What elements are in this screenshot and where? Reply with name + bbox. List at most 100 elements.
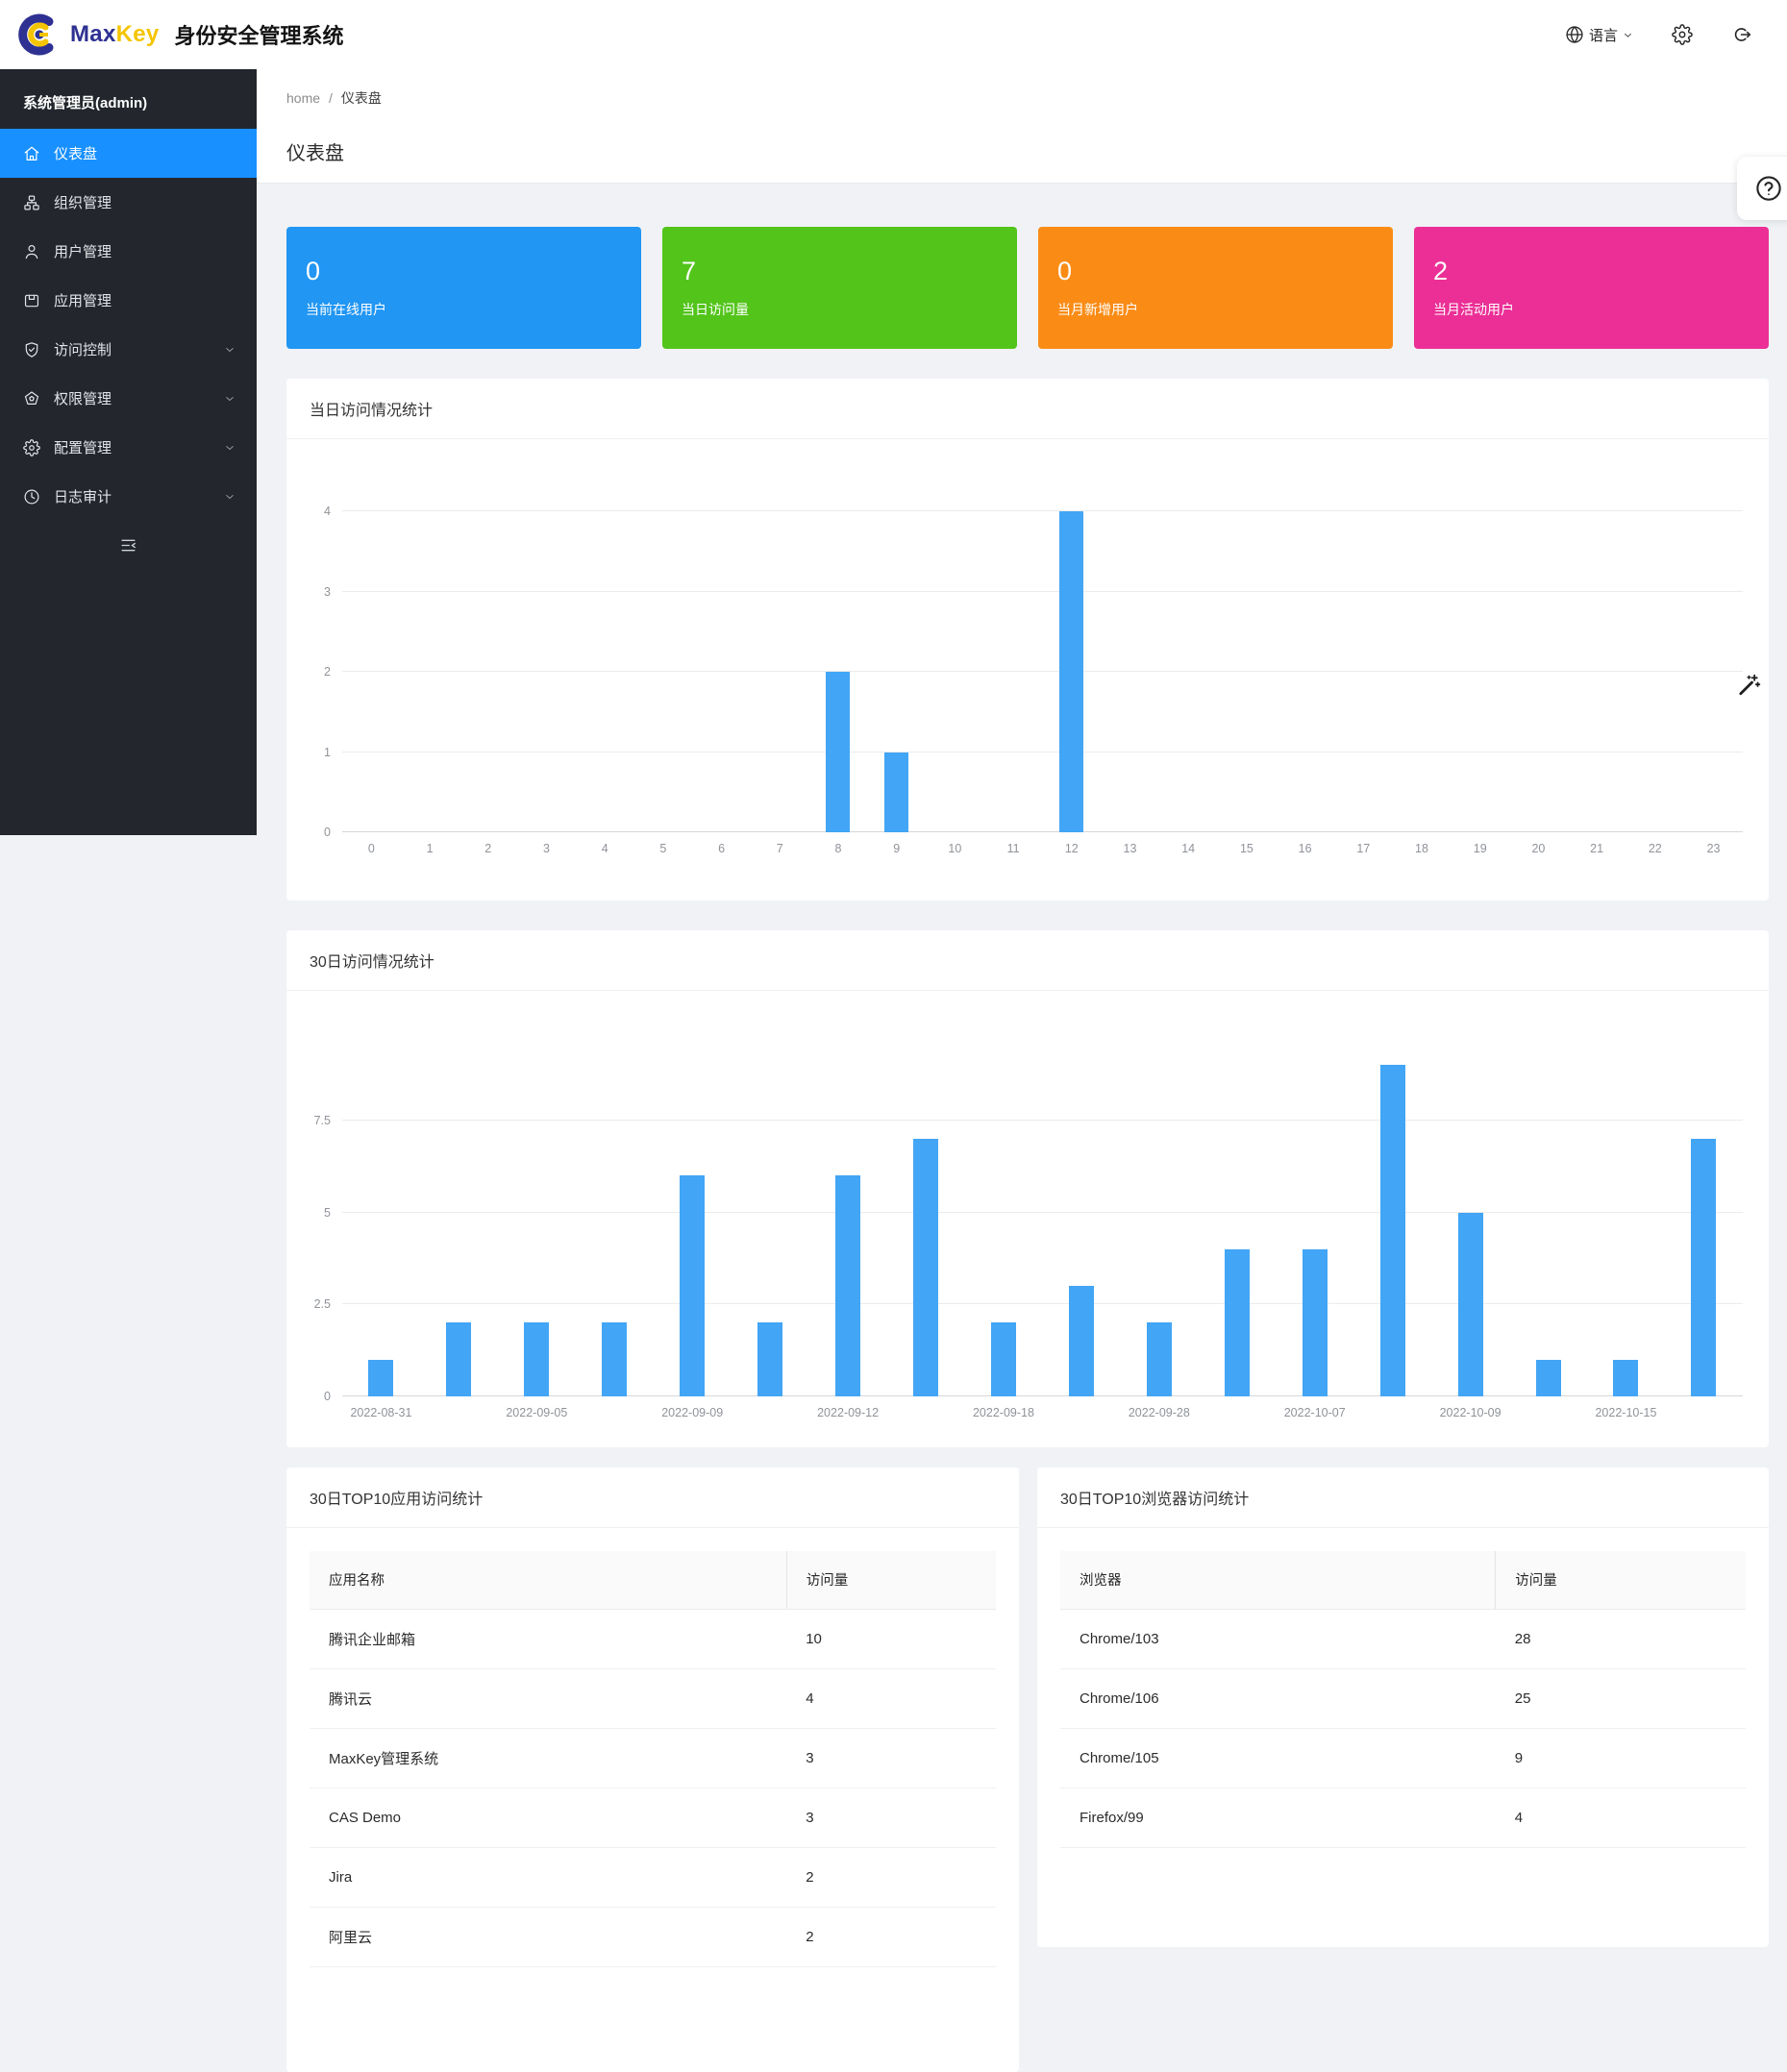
sidebar-nav: 仪表盘组织管理用户管理应用管理 访问控制 权限管理配置管理日志审计 — [0, 129, 257, 521]
bars — [342, 482, 1743, 832]
bar-slot — [887, 1028, 965, 1396]
x-axis-label: 8 — [834, 842, 842, 855]
table-row: 腾讯企业邮箱 10 — [310, 1609, 996, 1669]
sidebar-item-permissions[interactable]: 权限管理 — [0, 374, 257, 423]
table-cell: Firefox/99 — [1060, 1788, 1496, 1848]
bar-slot — [692, 482, 751, 832]
stat-label: 当月新增用户 — [1057, 302, 1138, 317]
x-axis-label: 2022-09-18 — [972, 1406, 1034, 1419]
stat-label: 当日访问量 — [682, 302, 749, 317]
sidebar-collapse-button[interactable] — [0, 521, 257, 570]
breadcrumb-home[interactable]: home — [286, 90, 321, 106]
badge-icon — [23, 390, 40, 407]
bar-slot — [1042, 482, 1101, 832]
x-axis-label: 19 — [1473, 842, 1487, 855]
breadcrumb: home / 仪表盘 — [286, 88, 1757, 108]
brand-name: MaxKey — [70, 21, 160, 48]
header-actions: 语言 — [1565, 24, 1752, 45]
bar — [1059, 511, 1084, 832]
bar — [913, 1138, 939, 1396]
sidebar-item-label: 配置管理 — [54, 440, 112, 456]
bar-slot — [732, 1028, 809, 1396]
stat-card-3: 0 当月新增用户 — [1038, 227, 1393, 349]
bar — [1379, 1065, 1405, 1396]
table-row: 阿里云 2 — [310, 1907, 996, 1967]
logout-icon — [1731, 24, 1752, 45]
bar — [1068, 1286, 1094, 1396]
table-cell: 25 — [1495, 1668, 1746, 1729]
language-selector[interactable]: 语言 — [1565, 25, 1633, 45]
x-axis-label: 4 — [601, 842, 608, 855]
monthly-visits-chart-card: 30日访问情况统计 0 2.5 5 7.5 2022-08-31 2022-09-05 2… — [286, 930, 1769, 1447]
table-cell: 2 — [786, 1847, 996, 1908]
x-axis-label — [1042, 1406, 1120, 1419]
bar-slot — [459, 482, 517, 832]
bar-slot — [401, 482, 459, 832]
table-cell: Chrome/106 — [1060, 1668, 1496, 1729]
x-axis-label: 17 — [1356, 842, 1371, 855]
y-axis-label: 0 — [324, 826, 331, 839]
bar-slot — [1509, 1028, 1587, 1396]
theme-tool-button[interactable] — [1732, 669, 1765, 702]
language-label: 语言 — [1588, 27, 1618, 44]
sidebar-item-applications[interactable]: 应用管理 — [0, 276, 257, 325]
table-cell: Chrome/103 — [1060, 1609, 1496, 1669]
sidebar-item-users[interactable]: 用户管理 — [0, 227, 257, 276]
sidebar-item-label: 用户管理 — [54, 244, 112, 260]
table-row: 腾讯云 4 — [310, 1668, 996, 1729]
chart-title: 当日访问情况统计 — [286, 379, 1769, 439]
brand-suffix: 身份安全管理系统 — [174, 24, 344, 48]
x-axis-label: 10 — [948, 842, 962, 855]
table-header-row: 应用名称 访问量 — [310, 1551, 996, 1610]
sidebar-item-label: 仪表盘 — [54, 146, 98, 162]
bar — [1691, 1138, 1717, 1396]
table-cell: Chrome/105 — [1060, 1728, 1496, 1788]
x-axis-label: 0 — [367, 842, 375, 855]
breadcrumb-current: 仪表盘 — [340, 90, 382, 106]
bar-slot — [1276, 482, 1334, 832]
sidebar-item-organizations[interactable]: 组织管理 — [0, 178, 257, 227]
help-button[interactable] — [1737, 157, 1787, 220]
x-axis-label: 18 — [1415, 842, 1428, 855]
bar-slot — [634, 482, 693, 832]
chart-plot-area: 0 1 2 3 4 — [324, 482, 1743, 839]
x-axis-label — [1509, 1406, 1587, 1419]
table-cell: 10 — [786, 1609, 996, 1669]
gridline — [342, 1211, 1743, 1213]
table-row: Jira 2 — [310, 1847, 996, 1908]
table-cell: 4 — [1495, 1788, 1746, 1848]
top-browsers-table-card: 30日TOP10浏览器访问统计 浏览器 访问量 Chrome/103 28 Chrom… — [1037, 1468, 1769, 1947]
table-cell: 2 — [786, 1907, 996, 1967]
logout-button[interactable] — [1731, 24, 1752, 45]
bar-slot — [420, 1028, 498, 1396]
table-cell: 腾讯企业邮箱 — [310, 1609, 787, 1669]
sidebar-item-label: 组织管理 — [54, 195, 112, 211]
sidebar: 系统管理员(admin) 仪表盘 组织管理 用户管理 应用管理 访问控制 权限管理 配置管理… — [0, 69, 257, 835]
x-axis-label — [576, 1406, 654, 1419]
sidebar-item-access-control[interactable]: 访问控制 — [0, 325, 257, 374]
stat-value: 2 — [1433, 257, 1449, 285]
bar-slot — [1159, 482, 1218, 832]
maxkey-logo-icon — [17, 12, 62, 57]
settings-button[interactable] — [1672, 24, 1693, 45]
sidebar-item-dashboard[interactable]: 仪表盘 — [0, 129, 257, 178]
stat-value: 7 — [682, 257, 697, 285]
x-axis-label: 2022-09-28 — [1128, 1406, 1190, 1419]
sidebar-item-configuration[interactable]: 配置管理 — [0, 423, 257, 472]
clock-icon — [23, 488, 40, 506]
bar-slot — [1120, 1028, 1198, 1396]
bar — [368, 1359, 394, 1396]
table-row: MaxKey管理系统 3 — [310, 1728, 996, 1788]
bar-slot — [1568, 482, 1626, 832]
page-title: 仪表盘 — [286, 143, 344, 164]
chevron-down-icon — [224, 442, 236, 454]
sidebar-item-audit-log[interactable]: 日志审计 — [0, 472, 257, 521]
x-axis-label: 2022-09-05 — [506, 1406, 568, 1419]
x-axis-label: 13 — [1123, 842, 1137, 855]
bar-slot — [1665, 1028, 1743, 1396]
bar — [1457, 1212, 1483, 1396]
stat-label: 当月活动用户 — [1433, 302, 1514, 317]
bar-slot — [517, 482, 576, 832]
app-icon — [23, 292, 40, 309]
x-axis-label: 23 — [1706, 842, 1721, 855]
